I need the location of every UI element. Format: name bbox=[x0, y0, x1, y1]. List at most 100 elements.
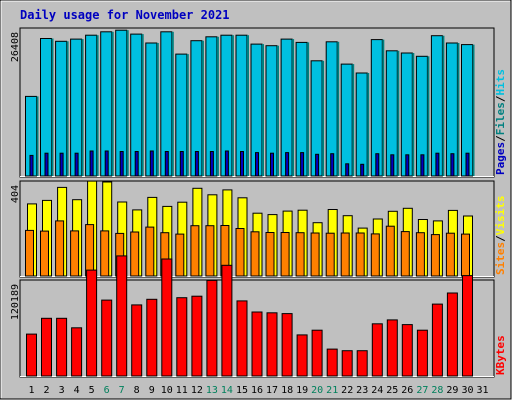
x-tick-label-11: 11 bbox=[176, 385, 188, 396]
bar-files-6 bbox=[111, 31, 114, 176]
bar-sites-22 bbox=[340, 232, 350, 277]
bar-kbytes-25 bbox=[386, 319, 398, 377]
bar-kbytes-28 bbox=[431, 303, 443, 377]
bar-kbytes-24 bbox=[371, 323, 383, 377]
bar-kbytes-21 bbox=[326, 348, 338, 377]
x-tick-label-22: 22 bbox=[341, 385, 353, 396]
bar-files-24 bbox=[382, 39, 385, 176]
bar-sites-11 bbox=[175, 233, 185, 277]
bar-files-14 bbox=[231, 35, 234, 177]
x-tick-label-1: 1 bbox=[28, 385, 34, 396]
bar-pages-7 bbox=[119, 151, 124, 177]
x-tick-label-6: 6 bbox=[104, 385, 110, 396]
x-tick-label-14: 14 bbox=[221, 385, 233, 396]
bar-files-27 bbox=[427, 56, 430, 176]
bar-sites-4 bbox=[70, 230, 80, 277]
x-tick-label-28: 28 bbox=[431, 385, 443, 396]
bar-files-22 bbox=[352, 64, 355, 176]
bar-pages-22 bbox=[345, 163, 350, 177]
bar-sites-26 bbox=[400, 231, 410, 277]
bar-sites-2 bbox=[40, 230, 49, 277]
y-max-label-top: 26408 bbox=[10, 32, 21, 62]
bar-files-30 bbox=[472, 44, 475, 176]
bar-files-1 bbox=[36, 96, 39, 176]
bar-pages-19 bbox=[300, 152, 305, 177]
bar-kbytes-17 bbox=[266, 312, 278, 377]
x-tick-label-5: 5 bbox=[89, 385, 95, 396]
x-tick-label-16: 16 bbox=[251, 385, 263, 396]
bar-files-23 bbox=[367, 73, 370, 176]
x-tick-label-7: 7 bbox=[119, 385, 125, 396]
bar-kbytes-26 bbox=[401, 324, 413, 377]
x-tick-label-27: 27 bbox=[416, 385, 428, 396]
bar-sites-9 bbox=[145, 226, 155, 277]
x-tick-label-2: 2 bbox=[43, 385, 49, 396]
bar-files-5 bbox=[96, 35, 99, 177]
y-max-label-bottom: 120189 bbox=[10, 284, 21, 320]
bar-sites-6 bbox=[100, 230, 110, 277]
bar-sites-25 bbox=[385, 225, 395, 277]
bar-files-19 bbox=[307, 42, 310, 177]
bar-sites-12 bbox=[190, 225, 200, 277]
bar-pages-23 bbox=[360, 163, 365, 177]
bar-kbytes-29 bbox=[446, 292, 458, 377]
bar-sites-23 bbox=[355, 232, 365, 277]
legend-item-files: Files bbox=[494, 102, 507, 135]
bar-files-11 bbox=[186, 54, 189, 176]
x-tick-label-15: 15 bbox=[236, 385, 248, 396]
panel-top: 26408 Pages/Files/Hits bbox=[10, 27, 507, 178]
bar-pages-6 bbox=[104, 150, 109, 177]
bar-kbytes-15 bbox=[236, 300, 248, 377]
x-tick-label-3: 3 bbox=[59, 385, 65, 396]
bar-kbytes-8 bbox=[131, 304, 143, 377]
bar-kbytes-1 bbox=[26, 333, 37, 377]
bar-kbytes-14 bbox=[221, 264, 233, 377]
bar-kbytes-11 bbox=[176, 297, 188, 377]
bar-pages-17 bbox=[270, 152, 274, 177]
legend-separator: / bbox=[494, 235, 507, 242]
bar-pages-5 bbox=[89, 150, 94, 177]
bar-sites-28 bbox=[430, 234, 440, 277]
bar-sites-24 bbox=[370, 233, 380, 277]
bar-sites-1 bbox=[25, 229, 34, 277]
bar-kbytes-16 bbox=[251, 311, 263, 377]
panel-middle: 404 Sites/Visits bbox=[10, 180, 507, 278]
x-tick-label-17: 17 bbox=[266, 385, 278, 396]
bar-sites-18 bbox=[280, 232, 290, 277]
chart-title: Daily usage for November 2021 bbox=[20, 8, 230, 22]
bar-kbytes-23 bbox=[356, 350, 368, 377]
bar-files-25 bbox=[397, 50, 400, 176]
bar-pages-2 bbox=[44, 152, 49, 177]
bar-kbytes-19 bbox=[296, 334, 308, 377]
x-tick-label-18: 18 bbox=[281, 385, 293, 396]
bar-pages-15 bbox=[240, 151, 244, 177]
bar-sites-13 bbox=[205, 225, 215, 277]
x-tick-label-12: 12 bbox=[191, 385, 203, 396]
x-tick-label-8: 8 bbox=[134, 385, 140, 396]
bar-files-12 bbox=[201, 40, 204, 177]
bar-pages-21 bbox=[330, 153, 335, 177]
bar-pages-20 bbox=[315, 153, 320, 177]
bar-kbytes-10 bbox=[161, 258, 173, 377]
bar-pages-16 bbox=[255, 152, 259, 177]
bar-pages-13 bbox=[209, 151, 214, 177]
bar-files-8 bbox=[141, 34, 144, 176]
bar-files-13 bbox=[216, 36, 219, 176]
x-tick-label-24: 24 bbox=[371, 385, 383, 396]
bar-files-2 bbox=[51, 38, 54, 176]
bar-pages-10 bbox=[164, 151, 169, 177]
bar-files-7 bbox=[126, 30, 129, 177]
x-tick-label-29: 29 bbox=[446, 385, 458, 396]
bar-sites-21 bbox=[325, 232, 335, 277]
legend-top: Pages/Files/Hits bbox=[494, 69, 507, 175]
bar-kbytes-3 bbox=[56, 317, 68, 377]
bar-sites-5 bbox=[85, 224, 95, 277]
x-tick-label-20: 20 bbox=[311, 385, 323, 396]
legend-item-pages: Pages bbox=[494, 142, 507, 175]
bar-pages-1 bbox=[29, 154, 34, 177]
bar-sites-17 bbox=[265, 232, 275, 277]
bar-hits-23 bbox=[355, 72, 368, 177]
bar-files-28 bbox=[442, 35, 445, 177]
bar-pages-12 bbox=[194, 151, 199, 177]
